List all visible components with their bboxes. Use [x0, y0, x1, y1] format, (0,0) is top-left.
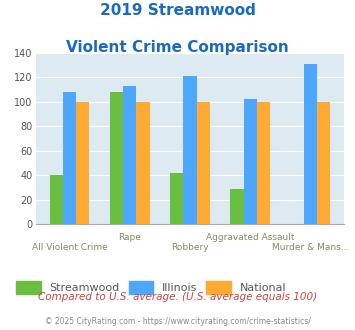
Bar: [317, 102, 330, 224]
Bar: [257, 102, 270, 224]
Bar: [63, 92, 76, 224]
Text: 2019 Streamwood: 2019 Streamwood: [99, 3, 256, 18]
Text: Rape: Rape: [118, 233, 141, 242]
Text: All Violent Crime: All Violent Crime: [32, 243, 107, 251]
Bar: [170, 173, 183, 224]
Bar: [110, 92, 123, 224]
Text: Murder & Mans...: Murder & Mans...: [272, 243, 349, 251]
Bar: [244, 99, 257, 224]
Bar: [123, 86, 136, 224]
Bar: [304, 64, 317, 224]
Text: Violent Crime Comparison: Violent Crime Comparison: [66, 40, 289, 54]
Text: Robbery: Robbery: [171, 243, 209, 251]
Text: Aggravated Assault: Aggravated Assault: [206, 233, 294, 242]
Text: © 2025 CityRating.com - https://www.cityrating.com/crime-statistics/: © 2025 CityRating.com - https://www.city…: [45, 317, 310, 326]
Bar: [50, 175, 63, 224]
Text: Compared to U.S. average. (U.S. average equals 100): Compared to U.S. average. (U.S. average …: [38, 292, 317, 302]
Bar: [183, 76, 197, 224]
Bar: [136, 102, 149, 224]
Bar: [76, 102, 89, 224]
Bar: [197, 102, 210, 224]
Legend: Streamwood, Illinois, National: Streamwood, Illinois, National: [16, 281, 286, 294]
Bar: [230, 189, 244, 224]
